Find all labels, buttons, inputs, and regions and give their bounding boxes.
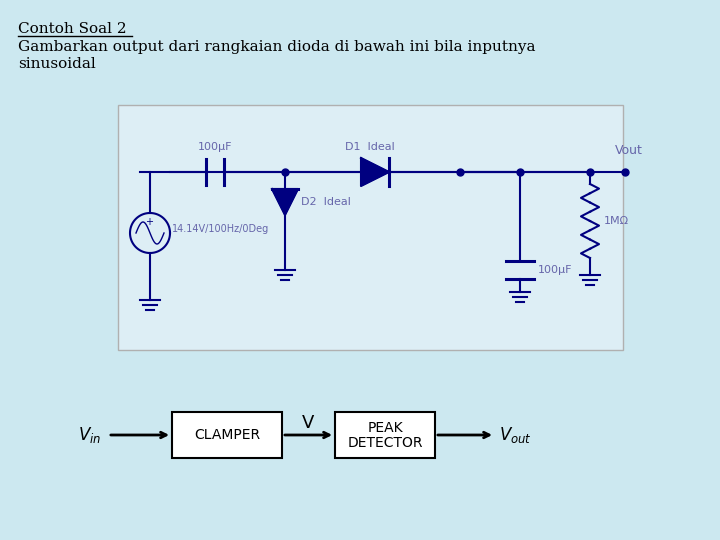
Text: +: + xyxy=(145,217,153,227)
Bar xyxy=(118,105,623,350)
Text: Gambarkan output dari rangkaian dioda di bawah ini bila inputnya: Gambarkan output dari rangkaian dioda di… xyxy=(18,40,536,54)
Text: 14.14V/100Hz/0Deg: 14.14V/100Hz/0Deg xyxy=(172,224,269,234)
Bar xyxy=(172,412,282,458)
Text: D1  Ideal: D1 Ideal xyxy=(345,142,395,152)
Text: PEAK: PEAK xyxy=(367,421,402,435)
Text: $V_{in}$: $V_{in}$ xyxy=(78,425,102,445)
Text: V: V xyxy=(302,414,314,432)
Text: 100μF: 100μF xyxy=(198,142,233,152)
Text: sinusoidal: sinusoidal xyxy=(18,57,96,71)
Text: Vout: Vout xyxy=(615,144,643,157)
Text: 1MΩ: 1MΩ xyxy=(604,216,629,226)
Polygon shape xyxy=(272,189,298,215)
Text: CLAMPER: CLAMPER xyxy=(194,428,260,442)
Text: Contoh Soal 2: Contoh Soal 2 xyxy=(18,22,127,36)
Bar xyxy=(335,412,435,458)
Text: D2  Ideal: D2 Ideal xyxy=(301,197,351,207)
Text: DETECTOR: DETECTOR xyxy=(347,436,423,450)
Text: 100μF: 100μF xyxy=(538,265,572,275)
Text: $V_{out}$: $V_{out}$ xyxy=(499,425,531,445)
Polygon shape xyxy=(361,158,389,186)
